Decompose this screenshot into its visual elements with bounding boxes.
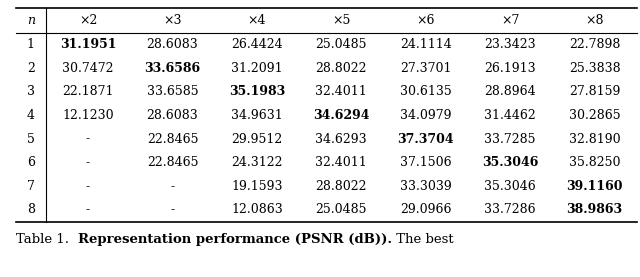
Text: -: - [170, 203, 175, 216]
Text: 25.0485: 25.0485 [316, 203, 367, 216]
Text: 33.7285: 33.7285 [484, 132, 536, 145]
Text: 30.2865: 30.2865 [569, 109, 620, 122]
Text: 34.0979: 34.0979 [400, 109, 451, 122]
Text: 35.1983: 35.1983 [228, 85, 285, 98]
Text: 35.3046: 35.3046 [484, 180, 536, 193]
Text: 25.3838: 25.3838 [569, 62, 620, 75]
Text: 22.7898: 22.7898 [569, 38, 620, 51]
Text: 1: 1 [27, 38, 35, 51]
Text: ×5: ×5 [332, 14, 351, 27]
Text: 32.4011: 32.4011 [316, 85, 367, 98]
Text: ×2: ×2 [79, 14, 97, 27]
Text: 24.3122: 24.3122 [231, 156, 283, 169]
Text: 31.2091: 31.2091 [231, 62, 283, 75]
Text: -: - [86, 180, 90, 193]
Text: ×4: ×4 [248, 14, 266, 27]
Text: The best: The best [392, 233, 453, 246]
Text: -: - [86, 203, 90, 216]
Text: 19.1593: 19.1593 [231, 180, 283, 193]
Text: 8: 8 [27, 203, 35, 216]
Text: 22.8465: 22.8465 [147, 132, 198, 145]
Text: 26.1913: 26.1913 [484, 62, 536, 75]
Text: 27.8159: 27.8159 [569, 85, 620, 98]
Text: 32.8190: 32.8190 [569, 132, 620, 145]
Text: -: - [170, 180, 175, 193]
Text: 31.1951: 31.1951 [60, 38, 116, 51]
Text: 32.4011: 32.4011 [316, 156, 367, 169]
Text: 12.0863: 12.0863 [231, 203, 283, 216]
Text: 28.8022: 28.8022 [316, 62, 367, 75]
Text: 37.3704: 37.3704 [397, 132, 454, 145]
Text: 28.6083: 28.6083 [147, 109, 198, 122]
Text: 31.4462: 31.4462 [484, 109, 536, 122]
Text: 6: 6 [27, 156, 35, 169]
Text: 39.1160: 39.1160 [566, 180, 623, 193]
Text: 28.6083: 28.6083 [147, 38, 198, 51]
Text: ×3: ×3 [163, 14, 182, 27]
Text: 30.7472: 30.7472 [62, 62, 114, 75]
Text: 35.8250: 35.8250 [569, 156, 620, 169]
Text: 34.9631: 34.9631 [231, 109, 283, 122]
Text: 3: 3 [27, 85, 35, 98]
Text: 2: 2 [27, 62, 35, 75]
Text: 37.1506: 37.1506 [400, 156, 452, 169]
Text: 23.3423: 23.3423 [484, 38, 536, 51]
Text: 29.9512: 29.9512 [231, 132, 282, 145]
Text: 33.6586: 33.6586 [145, 62, 200, 75]
Text: 4: 4 [27, 109, 35, 122]
Text: 28.8964: 28.8964 [484, 85, 536, 98]
Text: ×8: ×8 [586, 14, 604, 27]
Text: 34.6294: 34.6294 [313, 109, 369, 122]
Text: -: - [86, 132, 90, 145]
Text: 22.8465: 22.8465 [147, 156, 198, 169]
Text: 33.3039: 33.3039 [400, 180, 452, 193]
Text: 35.3046: 35.3046 [482, 156, 538, 169]
Text: 22.1871: 22.1871 [62, 85, 114, 98]
Text: 30.6135: 30.6135 [400, 85, 452, 98]
Text: 25.0485: 25.0485 [316, 38, 367, 51]
Text: ×7: ×7 [501, 14, 519, 27]
Text: 34.6293: 34.6293 [316, 132, 367, 145]
Text: 28.8022: 28.8022 [316, 180, 367, 193]
Text: ×6: ×6 [417, 14, 435, 27]
Text: 33.7286: 33.7286 [484, 203, 536, 216]
Text: -: - [86, 156, 90, 169]
Text: 7: 7 [27, 180, 35, 193]
Text: 12.1230: 12.1230 [62, 109, 114, 122]
Text: 24.1114: 24.1114 [400, 38, 452, 51]
Text: 33.6585: 33.6585 [147, 85, 198, 98]
Text: 38.9863: 38.9863 [566, 203, 623, 216]
Text: n: n [27, 14, 35, 27]
Text: 26.4424: 26.4424 [231, 38, 283, 51]
Text: 29.0966: 29.0966 [400, 203, 451, 216]
Text: Table 1.: Table 1. [16, 233, 77, 246]
Text: 5: 5 [27, 132, 35, 145]
Text: Representation performance (PSNR (dB)).: Representation performance (PSNR (dB)). [77, 233, 392, 246]
Text: 27.3701: 27.3701 [400, 62, 451, 75]
